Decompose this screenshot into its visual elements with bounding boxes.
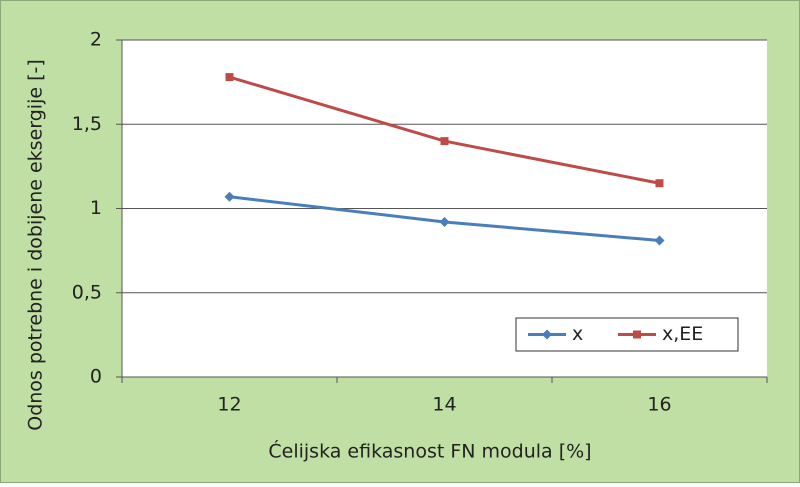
y-tick-label: 2: [90, 29, 102, 51]
legend-label: x,EE: [662, 323, 703, 345]
y-tick-label: 0,5: [72, 281, 102, 303]
legend-marker: [542, 329, 552, 340]
y-tick-label: 0: [90, 366, 102, 388]
y-tick-label: 1,5: [72, 113, 102, 135]
data-point: [439, 216, 450, 227]
y-axis-title: Odnos potrebne i dobijene eksergije [-]: [25, 59, 47, 431]
data-point: [225, 73, 234, 82]
x-tick-label: 14: [432, 394, 456, 416]
x-axis-title: Ćelijska efikasnost FN modula [%]: [268, 439, 591, 463]
x-tick-label: 16: [647, 394, 671, 416]
data-point: [224, 191, 235, 202]
data-point: [440, 137, 449, 146]
data-point: [654, 235, 665, 246]
data-point: [655, 179, 664, 188]
y-tick-label: 1: [90, 197, 102, 219]
x-tick-label: 12: [217, 394, 241, 416]
legend-label: x: [572, 323, 583, 345]
legend-marker: [633, 330, 641, 339]
